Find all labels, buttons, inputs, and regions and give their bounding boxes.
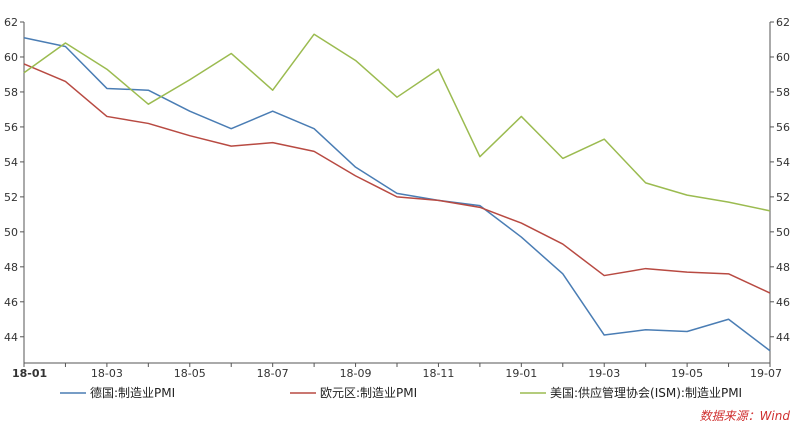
- x-tick-label: 19-05: [671, 367, 703, 380]
- legend-label-2: 欧元区:制造业PMI: [320, 386, 417, 400]
- y-tick-label-left: 44: [4, 331, 18, 344]
- x-tick-label: 19-07: [750, 367, 782, 380]
- x-tick-label: 18-11: [422, 367, 454, 380]
- y-tick-label-right: 46: [776, 296, 790, 309]
- x-tick-label: 18-03: [91, 367, 123, 380]
- y-tick-label-left: 52: [4, 191, 18, 204]
- y-tick-label-left: 46: [4, 296, 18, 309]
- x-tick-label: 18-07: [257, 367, 289, 380]
- chart-legend: 德国:制造业PMI 欧元区:制造业PMI 美国:供应管理协会(ISM):制造业PMI: [60, 385, 742, 400]
- y-tick-label-right: 52: [776, 191, 790, 204]
- x-tick-label: 19-03: [588, 367, 620, 380]
- x-tick-label: 19-01: [505, 367, 537, 380]
- y-tick-label-right: 48: [776, 261, 790, 274]
- y-tick-label-left: 54: [4, 156, 18, 169]
- chart-tick-labels: 44 44 46 46 48 48 50 50 52 52 54 54 56 56 58 58 60 60 62 62…: [4, 16, 790, 380]
- y-tick-label-right: 50: [776, 226, 790, 239]
- series-line-2: [23, 63, 771, 294]
- chart-axes: [20, 21, 774, 367]
- series-line-3: [23, 33, 771, 212]
- y-tick-label-right: 56: [776, 121, 790, 134]
- y-tick-label-right: 62: [776, 16, 790, 29]
- x-tick-label: 18-01: [12, 367, 47, 380]
- y-tick-label-right: 44: [776, 331, 790, 344]
- y-tick-label-left: 50: [4, 226, 18, 239]
- y-tick-label-left: 60: [4, 51, 18, 64]
- y-tick-label-right: 58: [776, 86, 790, 99]
- data-source-label: 数据来源：Wind: [700, 409, 791, 423]
- y-tick-label-left: 48: [4, 261, 18, 274]
- chart-series-lines: [23, 33, 771, 352]
- y-tick-label-left: 56: [4, 121, 18, 134]
- y-tick-label-right: 60: [776, 51, 790, 64]
- y-tick-label-right: 54: [776, 156, 790, 169]
- series-line-1: [23, 37, 771, 352]
- y-tick-label-left: 58: [4, 86, 18, 99]
- legend-label-1: 德国:制造业PMI: [90, 385, 175, 400]
- x-tick-label: 18-05: [174, 367, 206, 380]
- legend-label-3: 美国:供应管理协会(ISM):制造业PMI: [550, 385, 742, 400]
- x-tick-label: 18-09: [340, 367, 372, 380]
- y-tick-label-left: 62: [4, 16, 18, 29]
